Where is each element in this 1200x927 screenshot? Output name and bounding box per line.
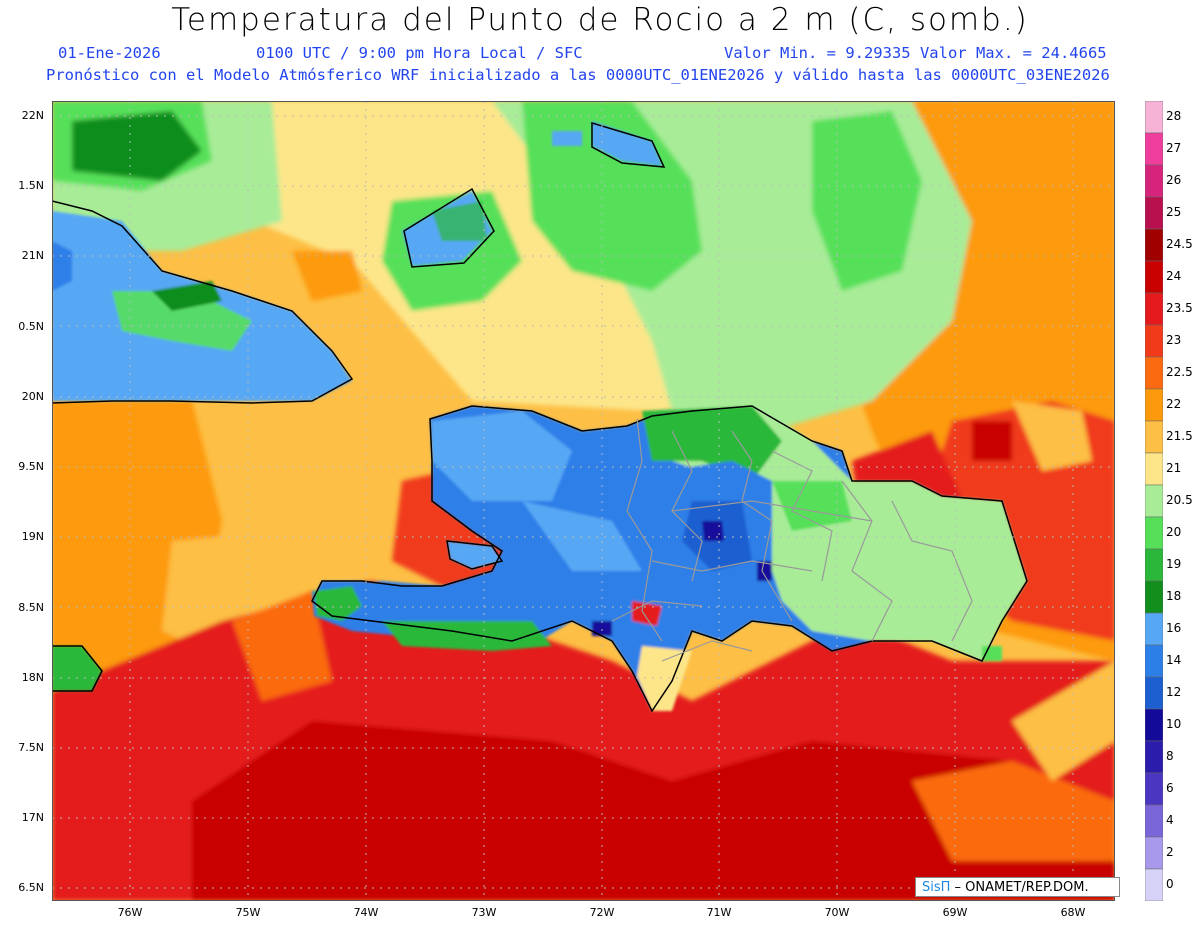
colorbar-swatch xyxy=(1145,101,1163,134)
colorbar-label: 21.5 xyxy=(1166,429,1193,443)
lat-tick: 0.5N xyxy=(18,320,44,333)
colorbar-swatch xyxy=(1145,260,1163,294)
colorbar-swatch xyxy=(1145,772,1163,806)
colorbar-swatch xyxy=(1145,484,1163,518)
colorbar-swatch xyxy=(1145,708,1163,742)
colorbar-label: 10 xyxy=(1166,717,1182,731)
lon-tick: 71W xyxy=(706,906,732,919)
colorbar-label: 22 xyxy=(1166,397,1182,411)
sis-logo-text: SisΠ xyxy=(922,880,951,895)
lat-tick: 9.5N xyxy=(18,460,44,473)
colorbar-label: 0 xyxy=(1166,877,1174,891)
colorbar-swatch xyxy=(1145,292,1163,326)
lat-tick: 22N xyxy=(21,109,44,122)
colorbar-swatch xyxy=(1145,612,1163,646)
time-label: 0100 UTC / 9:00 pm Hora Local / SFC xyxy=(256,44,583,62)
lat-tick: 8.5N xyxy=(18,601,44,614)
map-title: Temperatura del Punto de Rocio a 2 m (C,… xyxy=(171,2,1029,38)
colorbar-swatch xyxy=(1145,516,1163,550)
colorbar-swatch xyxy=(1145,196,1163,230)
colorbar-swatch xyxy=(1145,388,1163,422)
lon-tick: 68W xyxy=(1060,906,1086,919)
colorbar-label: 28 xyxy=(1166,109,1182,123)
colorbar-label: 27 xyxy=(1166,141,1182,155)
colorbar xyxy=(1145,101,1163,901)
colorbar-swatch xyxy=(1145,548,1163,582)
colorbar-swatch xyxy=(1145,132,1163,166)
lat-tick: 18N xyxy=(21,671,44,684)
colorbar-label: 24 xyxy=(1166,269,1182,283)
colorbar-swatch xyxy=(1145,356,1163,390)
colorbar-swatch xyxy=(1145,868,1163,901)
colorbar-label: 22.5 xyxy=(1166,365,1193,379)
colorbar-swatch xyxy=(1145,228,1163,262)
colorbar-label: 6 xyxy=(1166,781,1174,795)
colorbar-label: 4 xyxy=(1166,813,1174,827)
colorbar-label: 24.5 xyxy=(1166,237,1193,251)
model-info-label: Pronóstico con el Modelo Atmósferico WRF… xyxy=(46,66,1110,84)
min-max-label: Valor Min. = 9.29335 Valor Max. = 24.466… xyxy=(724,44,1107,62)
colorbar-label: 21 xyxy=(1166,461,1182,475)
lat-tick: 7.5N xyxy=(18,741,44,754)
lat-tick: 1.5N xyxy=(18,179,44,192)
lon-tick: 74W xyxy=(353,906,379,919)
lon-tick: 72W xyxy=(589,906,615,919)
credit-box: SisΠ – ONAMET/REP.DOM. xyxy=(915,877,1120,897)
lat-tick: 6.5N xyxy=(18,881,44,894)
colorbar-label: 20.5 xyxy=(1166,493,1193,507)
colorbar-label: 14 xyxy=(1166,653,1182,667)
colorbar-label: 23.5 xyxy=(1166,301,1193,315)
colorbar-swatch xyxy=(1145,836,1163,870)
lat-tick: 21N xyxy=(21,249,44,262)
colorbar-label: 20 xyxy=(1166,525,1182,539)
lon-tick: 75W xyxy=(235,906,261,919)
colorbar-label: 16 xyxy=(1166,621,1182,635)
lon-tick: 69W xyxy=(942,906,968,919)
colorbar-swatch xyxy=(1145,324,1163,358)
colorbar-swatch xyxy=(1145,676,1163,710)
colorbar-swatch xyxy=(1145,420,1163,454)
colorbar-label: 8 xyxy=(1166,749,1174,763)
colorbar-swatch xyxy=(1145,164,1163,198)
colorbar-swatch xyxy=(1145,740,1163,774)
dewpoint-map xyxy=(52,101,1115,901)
lat-tick: 19N xyxy=(21,530,44,543)
colorbar-label: 25 xyxy=(1166,205,1182,219)
colorbar-swatch xyxy=(1145,804,1163,838)
lon-tick: 70W xyxy=(824,906,850,919)
colorbar-swatch xyxy=(1145,580,1163,614)
lon-tick: 73W xyxy=(471,906,497,919)
lat-tick: 20N xyxy=(21,390,44,403)
date-label: 01-Ene-2026 xyxy=(58,44,161,62)
credit-text: – ONAMET/REP.DOM. xyxy=(950,880,1089,895)
lat-tick: 17N xyxy=(21,811,44,824)
colorbar-label: 19 xyxy=(1166,557,1182,571)
colorbar-label: 23 xyxy=(1166,333,1182,347)
colorbar-swatch xyxy=(1145,644,1163,678)
colorbar-swatch xyxy=(1145,452,1163,486)
colorbar-label: 12 xyxy=(1166,685,1182,699)
lon-tick: 76W xyxy=(117,906,143,919)
colorbar-label: 18 xyxy=(1166,589,1182,603)
colorbar-label: 2 xyxy=(1166,845,1174,859)
colorbar-label: 26 xyxy=(1166,173,1182,187)
